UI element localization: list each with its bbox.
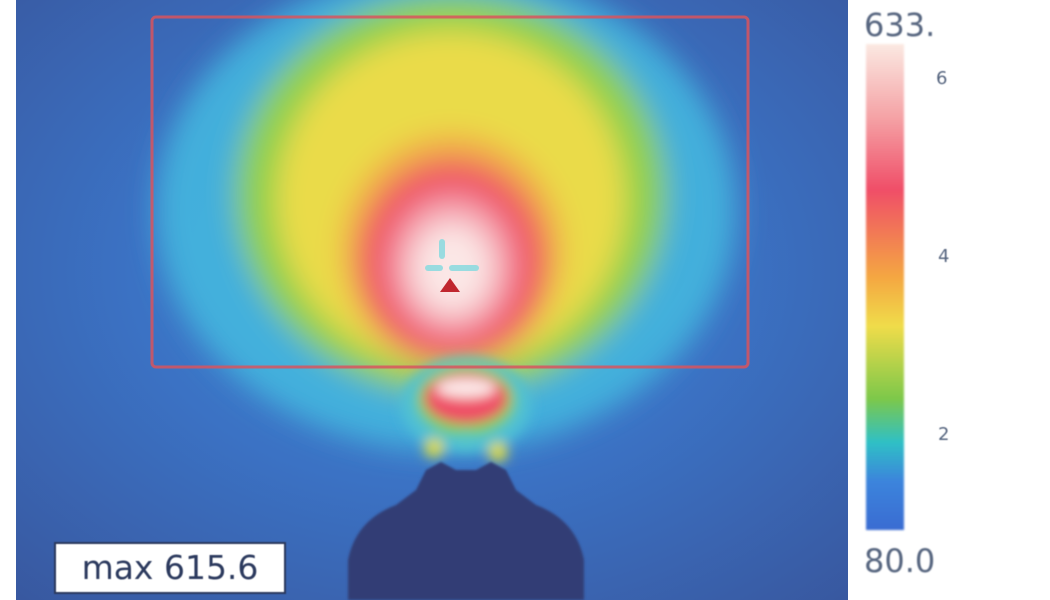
crosshair-icon bbox=[425, 239, 479, 271]
side-spot-right bbox=[488, 442, 508, 462]
side-spot-mid bbox=[458, 432, 474, 448]
device-silhouette bbox=[348, 462, 584, 600]
hotspot-triangle-icon bbox=[440, 278, 460, 292]
scale-tick-label: 6 bbox=[936, 68, 948, 89]
scale-tick-label: 2 bbox=[938, 424, 950, 445]
thermal-image-view[interactable]: max 615.6 bbox=[16, 0, 848, 600]
max-temperature-readout: max 615.6 bbox=[54, 542, 286, 594]
side-spot-left bbox=[424, 438, 444, 458]
scale-min-label: 80.0 bbox=[864, 542, 936, 580]
lower-heat-white bbox=[436, 378, 496, 398]
scale-max-label: 633. bbox=[864, 6, 936, 44]
thermal-heatmap bbox=[16, 0, 848, 600]
color-scale-bar bbox=[866, 44, 904, 530]
scale-tick-label: 4 bbox=[938, 246, 950, 267]
roi-rectangle bbox=[150, 15, 750, 369]
